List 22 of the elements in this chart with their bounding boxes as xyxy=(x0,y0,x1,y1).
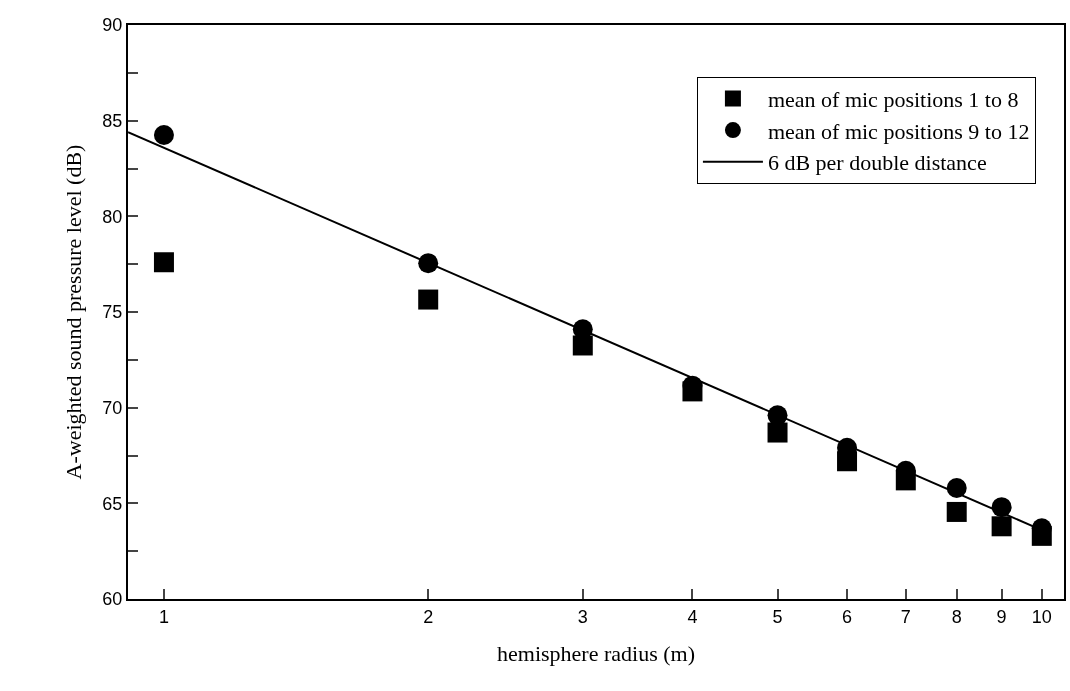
legend-label: 6 dB per double distance xyxy=(767,150,987,176)
legend-label: mean of mic positions 9 to 12 xyxy=(767,118,1030,144)
x-tick-label: 5 xyxy=(772,606,783,627)
y-tick-label: 85 xyxy=(102,110,123,131)
x-tick-label: 8 xyxy=(951,606,962,627)
y-tick-label: 60 xyxy=(102,589,123,610)
y-tick-label: 80 xyxy=(102,206,123,227)
legend-label: mean of mic positions 1 to 8 xyxy=(767,87,1019,113)
y-tick-label: 70 xyxy=(102,397,123,418)
y-tick-label: 90 xyxy=(102,15,123,36)
x-tick-label: 2 xyxy=(423,606,434,627)
x-tick-label: 9 xyxy=(996,606,1007,627)
x-tick-label: 1 xyxy=(158,606,169,627)
x-tick-label: 7 xyxy=(900,606,911,627)
y-axis-title: A-weighted sound pressure level (dB) xyxy=(60,144,86,480)
x-tick-label: 10 xyxy=(1031,606,1052,627)
x-tick-label: 6 xyxy=(842,606,853,627)
x-tick-label: 4 xyxy=(687,606,698,627)
y-tick-label: 65 xyxy=(102,493,123,514)
y-tick-label: 75 xyxy=(102,302,123,323)
x-tick-label: 3 xyxy=(577,606,588,627)
x-axis-title: hemisphere radius (m) xyxy=(497,641,695,666)
